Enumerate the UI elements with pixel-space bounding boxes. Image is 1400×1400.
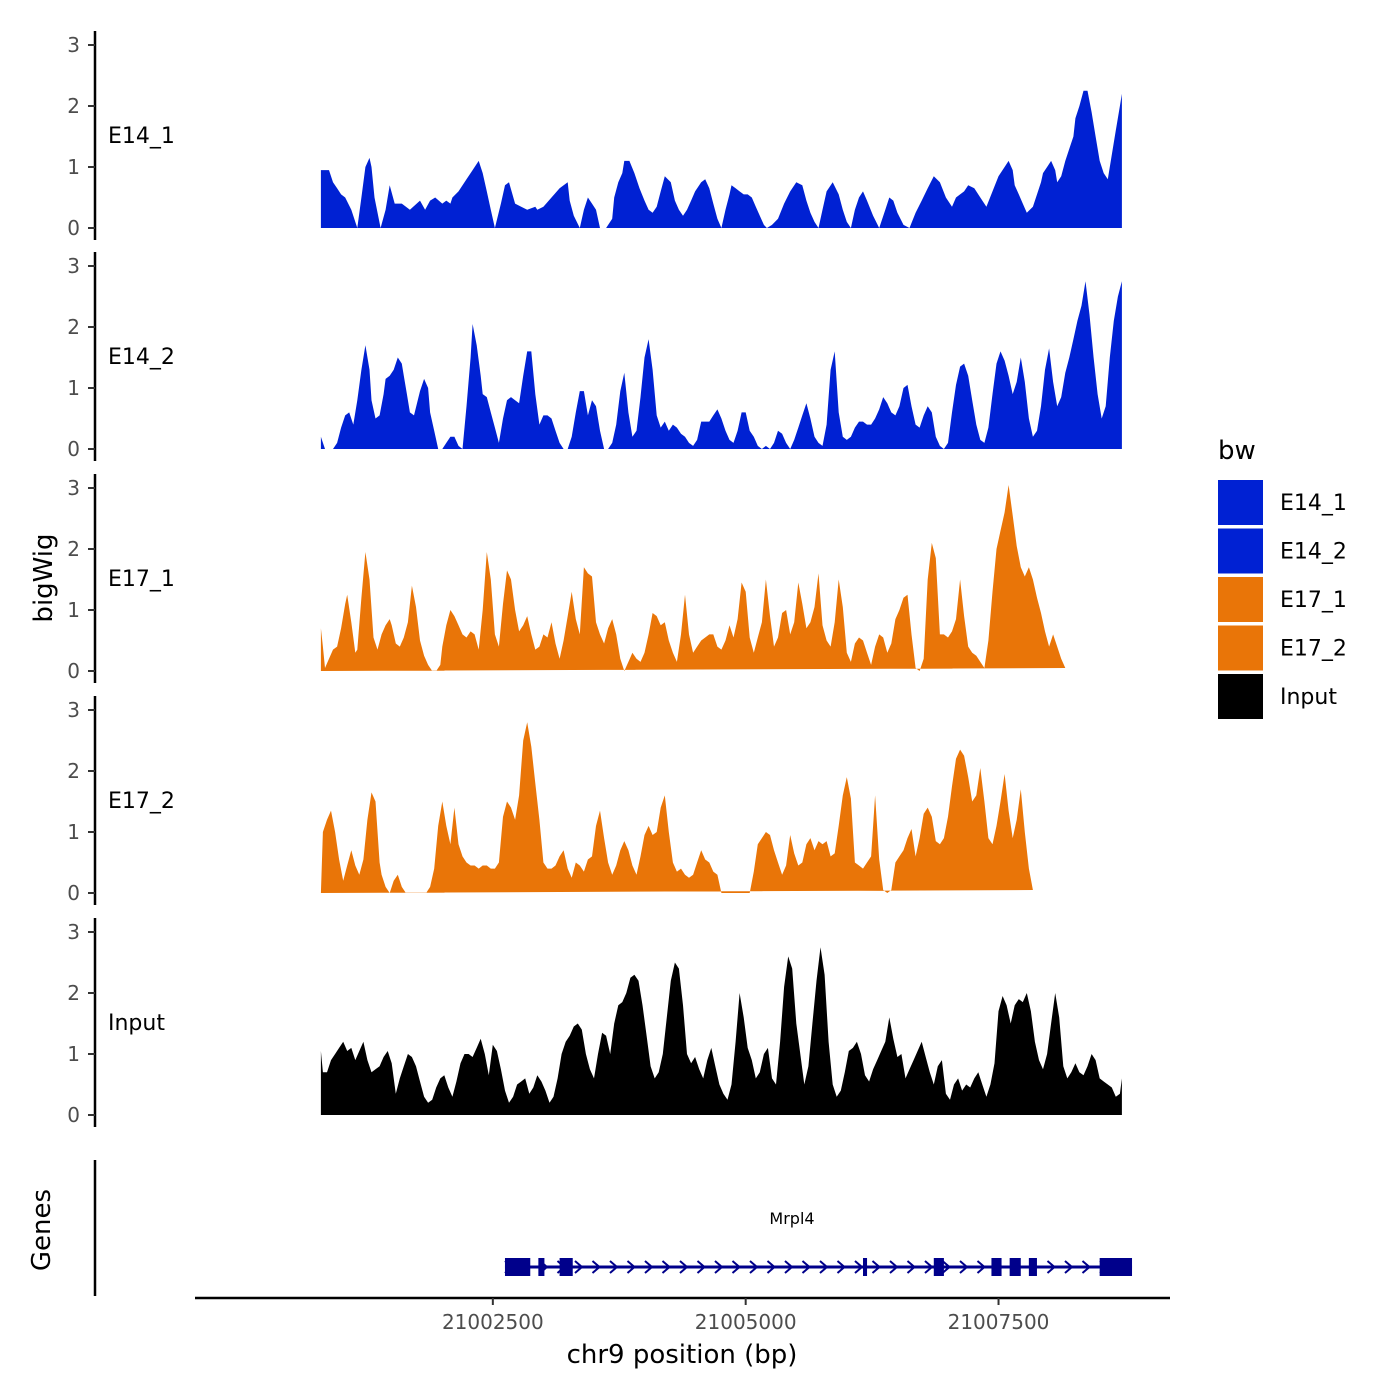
strand-arrow xyxy=(871,1260,882,1274)
gene-exon xyxy=(538,1258,545,1276)
y-tick-label: 2 xyxy=(67,94,80,118)
strand-arrow xyxy=(714,1260,724,1274)
gene-exon xyxy=(1009,1258,1021,1276)
gene-exon xyxy=(933,1258,944,1276)
strand-arrow xyxy=(784,1260,794,1274)
strand-arrow xyxy=(731,1260,742,1274)
x-tick-label: 21002500 xyxy=(442,1310,544,1334)
x-tick-label: 21005000 xyxy=(695,1310,797,1334)
legend-swatch-E17_1 xyxy=(1218,577,1263,622)
strand-arrow xyxy=(574,1260,584,1274)
y-tick-label: 2 xyxy=(67,315,80,339)
signal-area-E14_1 xyxy=(320,90,1122,228)
signal-area-E14_2 xyxy=(320,281,1122,449)
strand-arrow xyxy=(609,1260,619,1274)
strand-arrow xyxy=(924,1260,934,1274)
legend-label-E14_2: E14_2 xyxy=(1280,540,1347,565)
y-tick-label: 0 xyxy=(67,659,80,683)
x-axis-title: chr9 position (bp) xyxy=(567,1340,798,1370)
strand-arrow xyxy=(696,1260,707,1274)
strand-arrow xyxy=(766,1260,777,1274)
x-tick-label: 21007500 xyxy=(948,1310,1050,1334)
signal-area-E17_1 xyxy=(320,485,1066,671)
legend-swatch-E14_1 xyxy=(1218,480,1263,525)
strand-arrow xyxy=(819,1260,829,1274)
strand-arrow xyxy=(906,1260,917,1274)
y-tick-label: 1 xyxy=(67,155,80,179)
strand-arrow xyxy=(854,1260,864,1274)
gene-name-label: Mrpl4 xyxy=(769,1209,814,1228)
y-tick-label: 2 xyxy=(67,537,80,561)
legend-label-E14_1: E14_1 xyxy=(1280,491,1347,516)
track-label: E17_1 xyxy=(108,567,175,592)
y-tick-label: 1 xyxy=(67,820,80,844)
y-axis-title: bigWig xyxy=(29,533,59,622)
track-label: E17_2 xyxy=(108,789,175,814)
strand-arrow xyxy=(959,1260,969,1274)
gene-exon xyxy=(504,1258,531,1276)
strand-arrow xyxy=(644,1260,654,1274)
genes-axis-title: Genes xyxy=(27,1189,57,1271)
strand-arrow xyxy=(889,1260,899,1274)
signal-area-Input xyxy=(320,947,1122,1115)
y-tick-label: 1 xyxy=(67,1042,80,1066)
gene-exon xyxy=(1099,1258,1133,1276)
gene-exon xyxy=(559,1258,573,1276)
strand-arrow xyxy=(1081,1260,1092,1274)
y-tick-label: 2 xyxy=(67,981,80,1005)
legend-swatch-Input xyxy=(1218,674,1263,719)
y-tick-label: 0 xyxy=(67,1103,80,1127)
strand-arrow xyxy=(1046,1260,1057,1274)
legend-swatch-E17_2 xyxy=(1218,625,1263,671)
y-tick-label: 2 xyxy=(67,759,80,783)
legend-label-E17_2: E17_2 xyxy=(1280,637,1347,662)
signal-area-E17_2 xyxy=(320,722,1033,893)
y-tick-label: 0 xyxy=(67,216,80,240)
gene-exon xyxy=(991,1258,1002,1276)
strand-arrow xyxy=(661,1260,672,1274)
strand-arrow xyxy=(976,1260,987,1274)
y-tick-label: 3 xyxy=(67,476,80,500)
strand-arrow xyxy=(801,1260,812,1274)
y-tick-label: 3 xyxy=(67,698,80,722)
y-tick-label: 1 xyxy=(67,598,80,622)
strand-arrow xyxy=(591,1260,602,1274)
track-label: E14_1 xyxy=(108,124,175,149)
gene-exon xyxy=(1028,1258,1037,1276)
strand-arrow xyxy=(749,1260,759,1274)
legend-title: bw xyxy=(1218,436,1256,466)
y-tick-label: 0 xyxy=(67,437,80,461)
legend-swatch-E14_2 xyxy=(1218,528,1263,574)
strand-arrow xyxy=(679,1260,689,1274)
y-tick-label: 1 xyxy=(67,376,80,400)
strand-arrow xyxy=(1064,1260,1074,1274)
legend-label-Input: Input xyxy=(1280,685,1337,710)
track-label: Input xyxy=(108,1011,165,1036)
y-tick-label: 0 xyxy=(67,881,80,905)
strand-arrow xyxy=(836,1260,847,1274)
strand-arrow xyxy=(626,1260,637,1274)
legend-label-E17_1: E17_1 xyxy=(1280,588,1347,613)
y-tick-label: 3 xyxy=(67,33,80,57)
strand-arrow xyxy=(941,1260,952,1274)
gene-exon xyxy=(863,1258,868,1276)
y-tick-label: 3 xyxy=(67,254,80,278)
y-tick-label: 3 xyxy=(67,920,80,944)
track-label: E14_2 xyxy=(108,345,175,370)
